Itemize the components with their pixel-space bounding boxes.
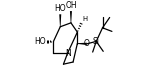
Polygon shape (59, 14, 61, 27)
Text: N: N (65, 49, 71, 58)
Text: H: H (82, 16, 87, 22)
Text: HO: HO (34, 37, 46, 46)
Text: O: O (84, 39, 90, 48)
Polygon shape (77, 43, 87, 45)
Text: HO: HO (54, 4, 66, 13)
Text: OH: OH (66, 1, 77, 10)
Polygon shape (70, 11, 72, 23)
Text: Si: Si (93, 37, 100, 46)
